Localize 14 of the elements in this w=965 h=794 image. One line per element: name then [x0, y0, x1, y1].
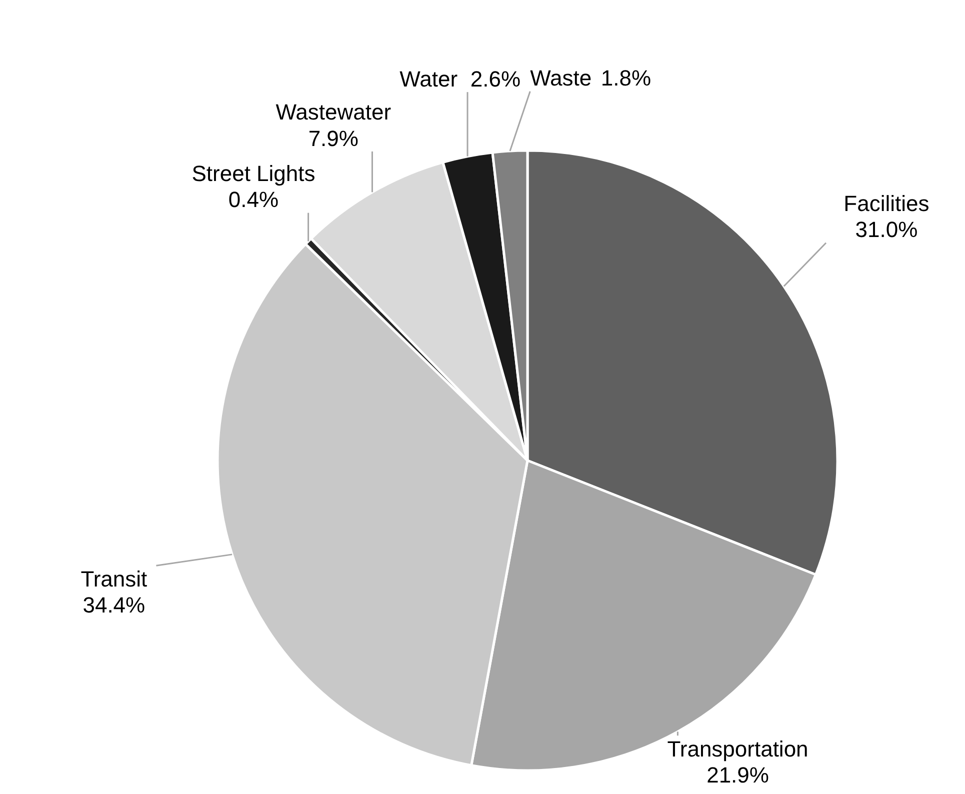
slice-label: Wastewater	[276, 99, 392, 124]
slice-label: Facilities	[844, 190, 930, 216]
data-label: 0.4%	[228, 187, 279, 212]
data-label: 2.6%	[470, 66, 521, 92]
slice-label: Waste	[530, 66, 592, 91]
data-label: 34.4%	[82, 592, 146, 618]
slice-label: Transportation	[667, 736, 808, 762]
data-label: 7.9%	[308, 126, 358, 151]
data-label: 1.8%	[600, 66, 652, 91]
slice-label: Street Lights	[192, 160, 316, 186]
slice-label: Transit	[80, 566, 148, 592]
data-label: 21.9%	[706, 762, 769, 788]
data-label: 31.0%	[855, 217, 918, 242]
slice-label: Water	[400, 66, 458, 92]
